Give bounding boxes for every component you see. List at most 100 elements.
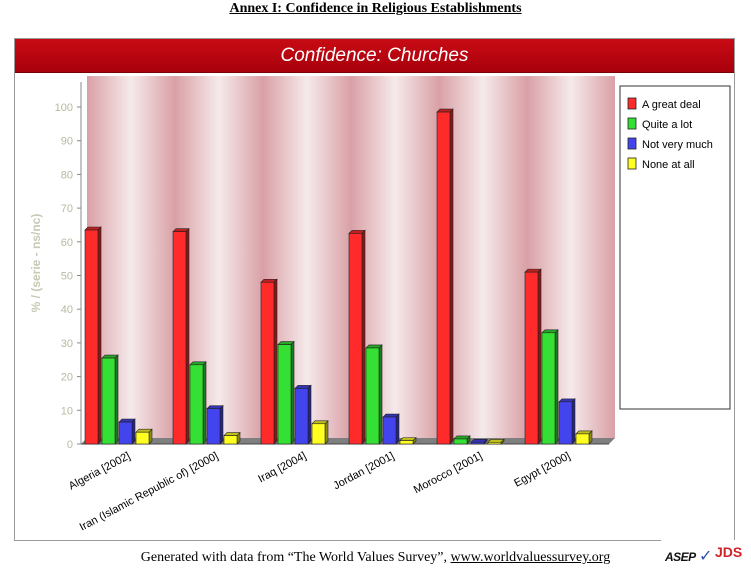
y-tick-label: 40: [61, 304, 73, 316]
bar-side: [324, 420, 329, 445]
bar: [541, 332, 556, 445]
bar: [101, 357, 116, 445]
legend-box: [619, 85, 731, 410]
bar-top: [365, 344, 383, 349]
x-tick-label: Algeria [2002]: [67, 450, 133, 492]
bar: [277, 344, 292, 445]
footer-note: Generated with data from “The World Valu…: [0, 550, 751, 566]
bar-side: [307, 384, 312, 445]
bar-top: [436, 108, 454, 113]
bar-side: [290, 340, 295, 445]
bar-top: [294, 385, 312, 389]
check-icon: ✓: [699, 546, 713, 565]
y-tick-label: 70: [61, 203, 73, 215]
legend-label: Not very much: [642, 139, 713, 151]
bar: [260, 281, 275, 445]
legend-label: Quite a lot: [642, 119, 692, 131]
bar-side: [537, 268, 542, 445]
bar-top: [172, 228, 190, 232]
bar-side: [273, 278, 278, 445]
bar: [294, 388, 309, 445]
bar: [348, 233, 363, 445]
chart-frame: Confidence: Churches 0 10 20 30 40 50 60 70 80 90…: [14, 38, 742, 576]
bar: [135, 431, 150, 445]
bar-side: [378, 344, 383, 445]
bar: [189, 364, 204, 445]
bar-top: [101, 354, 119, 359]
bar: [470, 442, 485, 445]
bar-top: [453, 435, 471, 440]
y-tick-label: 20: [61, 372, 73, 384]
bar: [206, 408, 221, 445]
y-axis-title: % / (serie - ns/nc): [29, 214, 43, 313]
x-tick-label: Jordan [2001]: [331, 450, 396, 492]
legend-swatch: [627, 137, 637, 150]
bar-side: [185, 227, 190, 445]
legend-label: A great deal: [642, 99, 701, 111]
y-tick-label: 80: [61, 169, 73, 181]
chart-title: Confidence: Churches: [280, 45, 469, 66]
y-tick-label: 0: [67, 439, 73, 451]
legend-swatch: [627, 117, 637, 130]
legend-label: None at all: [642, 159, 695, 171]
y-tick-label: 90: [61, 136, 73, 148]
bar-side: [97, 226, 102, 445]
bar-top: [118, 418, 136, 423]
y-tick-label: 60: [61, 237, 73, 249]
bar-top: [470, 439, 488, 443]
bar-side: [202, 361, 207, 445]
x-tick-label: Egypt [2000]: [512, 450, 572, 490]
bar-top: [575, 430, 593, 435]
y-tick-label: 100: [55, 102, 73, 114]
bar: [311, 423, 326, 445]
bar-top: [223, 432, 241, 436]
bar-top: [277, 341, 295, 345]
bar: [223, 435, 238, 445]
bar-side: [131, 418, 136, 445]
bar: [575, 433, 590, 445]
bar: [453, 438, 468, 445]
x-tick-label: Iran (Islamic Republic of) [2000]: [78, 450, 221, 534]
bar-side: [571, 398, 576, 445]
bar-top: [487, 439, 505, 443]
legend-swatch: [627, 157, 637, 170]
bar: [558, 401, 573, 445]
bar-top: [524, 268, 542, 273]
x-tick-label: Iraq [2004]: [256, 450, 308, 485]
asep-jds-logo: ASEP ✓ JDS: [661, 540, 742, 576]
footer-text: Generated with data from “The World Valu…: [140, 550, 451, 565]
bar: [524, 271, 539, 445]
bar: [118, 421, 133, 445]
bar: [172, 231, 187, 445]
bar-top: [260, 278, 278, 283]
bar-top: [135, 428, 153, 433]
bar-side: [449, 108, 454, 445]
logo-jds-text: JDS: [715, 544, 743, 560]
bar-top: [84, 226, 102, 231]
bar-top: [399, 437, 417, 441]
y-tick-label: 30: [61, 338, 73, 350]
y-tick-label: 10: [61, 405, 73, 417]
chart-header-bar: Confidence: Churches: [15, 39, 734, 73]
annex-title: Annex I: Confidence in Religious Establi…: [229, 1, 522, 16]
logo-asep-text: ASEP: [665, 550, 696, 564]
bar-top: [558, 398, 576, 403]
bar: [487, 442, 502, 445]
chart-svg: 0 10 20 30 40 50 60 70 80 90 100 % / (serie - ns/nc…: [29, 76, 731, 534]
bar: [399, 440, 414, 445]
bar-side: [554, 329, 559, 445]
bar-side: [361, 229, 366, 445]
bar: [436, 111, 451, 445]
bar-top: [189, 361, 207, 366]
bar-top: [382, 413, 400, 418]
y-tick-label: 50: [61, 271, 73, 283]
bar: [382, 416, 397, 445]
bar-top: [311, 420, 329, 425]
bar: [365, 347, 380, 445]
bar-side: [114, 354, 119, 445]
legend-swatch: [627, 97, 637, 110]
bar-top: [206, 405, 224, 409]
bar-top: [348, 230, 366, 234]
footer-link[interactable]: www.worldvaluessurvey.org: [450, 550, 611, 565]
bar-top: [541, 329, 559, 334]
